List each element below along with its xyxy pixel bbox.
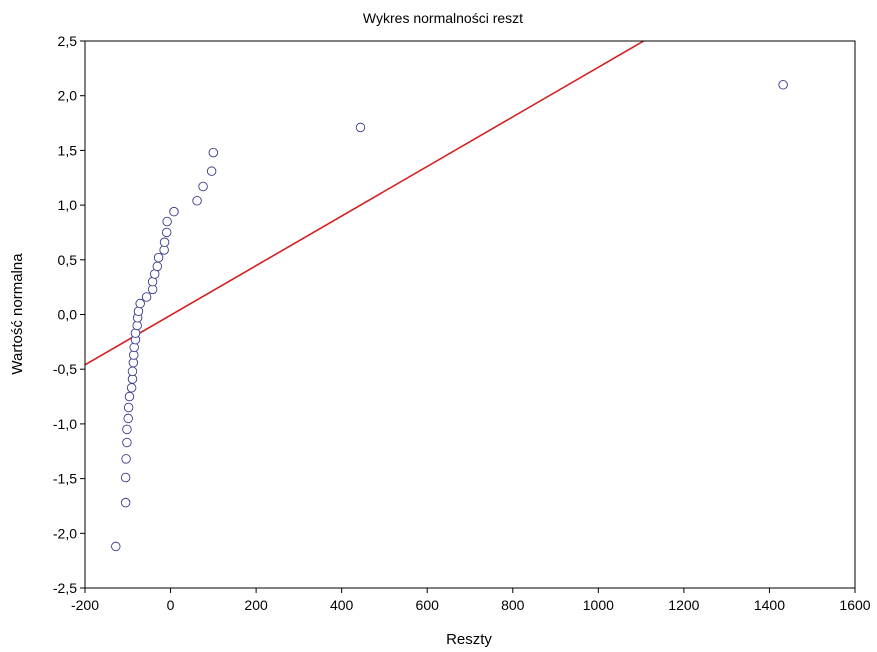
data-point [159,237,170,248]
data-point [129,342,139,353]
plot-content [85,41,788,552]
data-point [355,122,366,133]
data-point [123,413,133,424]
data-point [127,366,138,377]
y-tick-label: -2,0 [53,525,77,541]
x-axis-label: Reszty [446,631,492,648]
y-axis-label: Wartość normalna [9,253,26,375]
x-tick-label: 1600 [839,597,870,613]
data-point [122,437,132,448]
data-point [126,383,137,393]
y-tick-label: -2,5 [53,580,77,596]
x-tick-label: 1200 [668,597,699,613]
data-point [153,252,164,263]
y-tick-label: 0,0 [58,307,78,323]
data-point [169,206,179,217]
data-point [192,195,202,206]
data-point [124,391,135,402]
data-point [206,166,217,176]
x-tick-label: 400 [330,597,354,613]
x-tick-label: 0 [167,597,175,613]
x-tick-label: 600 [416,597,440,613]
y-tick-label: 1,0 [58,197,78,213]
reference-line [85,41,646,366]
y-tick-label: 2,5 [58,33,78,49]
x-tick-label: 1400 [754,597,785,613]
data-point [133,306,144,316]
y-tick-label: 1,5 [58,142,78,158]
y-tick-label: 2,0 [58,88,78,104]
y-tick-label: -1,0 [53,416,77,432]
data-point [141,292,152,302]
y-tick-label: -0,5 [53,361,77,377]
x-tick-label: 800 [501,597,525,613]
data-point [162,216,172,227]
data-point [130,328,141,338]
y-tick-label: 0,5 [58,252,78,268]
x-axis: -200 0 200 400 600 800 1000 1200 1400 1600 [71,588,871,613]
y-axis: -2,5 -2,0 -1,5 -1,0 -0,5 0,0 0,5 1,0 1,5 2,0 2,5 [53,33,85,596]
x-tick-label: 1000 [583,597,614,613]
y-tick-label: -1,5 [53,471,77,487]
data-point [208,147,219,158]
chart-title: Wykres normalności reszt [363,10,523,26]
data-point [121,454,131,464]
plot-frame [84,40,856,589]
data-point [120,472,131,483]
data-point [778,80,788,90]
data-point [123,402,134,413]
data-point [161,227,172,238]
data-point [122,424,132,435]
data-point [198,181,208,192]
x-tick-label: -200 [71,597,99,613]
data-point [111,541,121,552]
x-tick-label: 200 [244,597,268,613]
data-point [135,298,145,309]
data-point [152,261,163,272]
data-point [120,497,131,508]
